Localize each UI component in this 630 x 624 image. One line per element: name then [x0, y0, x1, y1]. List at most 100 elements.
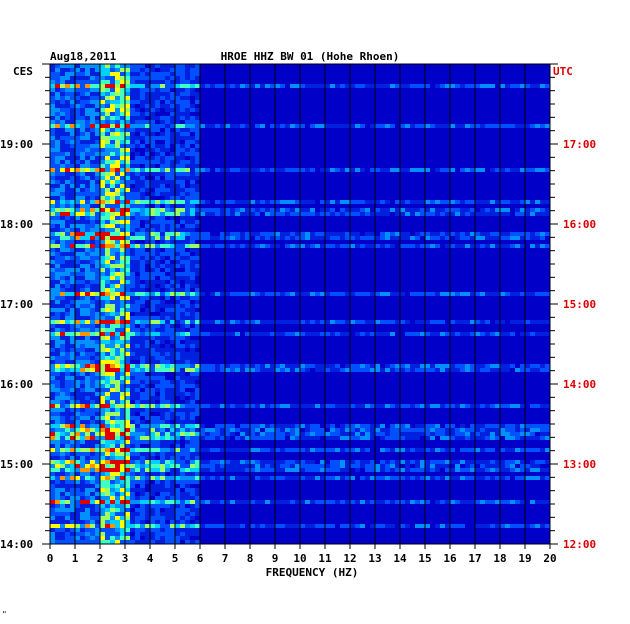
heatmap-cell [195, 320, 200, 324]
heatmap-cell [200, 124, 205, 128]
heatmap-cell [55, 80, 60, 84]
heatmap-cell [395, 500, 400, 504]
heatmap-cell [285, 448, 290, 452]
heatmap-cell [445, 84, 450, 88]
heatmap-cell [245, 432, 250, 436]
heatmap-cell [65, 96, 70, 100]
heatmap-cell [170, 124, 175, 128]
heatmap-cell [65, 264, 70, 268]
heatmap-cell [280, 404, 285, 408]
heatmap-cell [185, 452, 190, 456]
heatmap-cell [355, 404, 360, 408]
heatmap-cell [100, 88, 105, 92]
heatmap-cell [100, 136, 105, 140]
heatmap-cell [170, 492, 175, 496]
heatmap-cell [115, 324, 120, 328]
heatmap-cell [445, 212, 450, 216]
heatmap-cell [240, 404, 245, 408]
heatmap-cell [165, 200, 170, 204]
heatmap-cell [95, 184, 100, 188]
heatmap-cell [100, 288, 105, 292]
heatmap-cell [170, 284, 175, 288]
heatmap-cell [190, 432, 195, 436]
heatmap-cell [260, 464, 265, 468]
heatmap-cell [125, 164, 130, 168]
heatmap-cell [190, 180, 195, 184]
heatmap-cell [165, 116, 170, 120]
heatmap-cell [440, 320, 445, 324]
heatmap-cell [305, 364, 310, 368]
heatmap-cell [155, 480, 160, 484]
heatmap-cell [140, 412, 145, 416]
heatmap-cell [245, 436, 250, 440]
heatmap-cell [115, 88, 120, 92]
heatmap-cell [105, 316, 110, 320]
heatmap-cell [220, 236, 225, 240]
heatmap-cell [85, 180, 90, 184]
heatmap-cell [195, 500, 200, 504]
heatmap-cell [210, 464, 215, 468]
heatmap-cell [85, 196, 90, 200]
heatmap-cell [545, 468, 550, 472]
heatmap-cell [240, 124, 245, 128]
heatmap-cell [100, 488, 105, 492]
heatmap-cell [185, 84, 190, 88]
heatmap-cell [85, 212, 90, 216]
heatmap-cell [190, 120, 195, 124]
heatmap-cell [305, 212, 310, 216]
heatmap-cell [140, 476, 145, 480]
heatmap-cell [165, 304, 170, 308]
heatmap-cell [90, 444, 95, 448]
heatmap-cell [230, 524, 235, 528]
heatmap-cell [440, 524, 445, 528]
heatmap-cell [65, 356, 70, 360]
heatmap-cell [75, 256, 80, 260]
heatmap-cell [190, 496, 195, 500]
heatmap-cell [90, 424, 95, 428]
heatmap-cell [150, 344, 155, 348]
heatmap-cell [405, 320, 410, 324]
heatmap-cell [345, 236, 350, 240]
heatmap-cell [85, 100, 90, 104]
heatmap-cell [180, 264, 185, 268]
heatmap-cell [530, 448, 535, 452]
heatmap-cell [175, 152, 180, 156]
heatmap-cell [80, 248, 85, 252]
heatmap-cell [185, 428, 190, 432]
heatmap-cell [110, 224, 115, 228]
heatmap-cell [65, 216, 70, 220]
heatmap-cell [60, 284, 65, 288]
heatmap-cell [135, 356, 140, 360]
heatmap-cell [190, 524, 195, 528]
heatmap-cell [55, 168, 60, 172]
heatmap-cell [85, 168, 90, 172]
heatmap-cell [350, 500, 355, 504]
heatmap-cell [475, 436, 480, 440]
heatmap-cell [105, 84, 110, 88]
heatmap-cell [165, 252, 170, 256]
heatmap-cell [180, 460, 185, 464]
heatmap-cell [115, 192, 120, 196]
heatmap-cell [110, 400, 115, 404]
heatmap-cell [155, 88, 160, 92]
heatmap-cell [315, 500, 320, 504]
heatmap-cell [75, 520, 80, 524]
heatmap-cell [420, 208, 425, 212]
heatmap-cell [325, 232, 330, 236]
heatmap-cell [145, 216, 150, 220]
heatmap-cell [465, 236, 470, 240]
heatmap-cell [510, 236, 515, 240]
heatmap-cell [80, 452, 85, 456]
heatmap-cell [245, 320, 250, 324]
heatmap-cell [225, 500, 230, 504]
heatmap-cell [490, 292, 495, 296]
heatmap-cell [515, 432, 520, 436]
heatmap-cell [125, 448, 130, 452]
heatmap-cell [190, 372, 195, 376]
heatmap-cell [50, 132, 55, 136]
heatmap-cell [100, 492, 105, 496]
heatmap-cell [55, 432, 60, 436]
heatmap-cell [55, 304, 60, 308]
heatmap-cell [190, 272, 195, 276]
heatmap-cell [195, 188, 200, 192]
